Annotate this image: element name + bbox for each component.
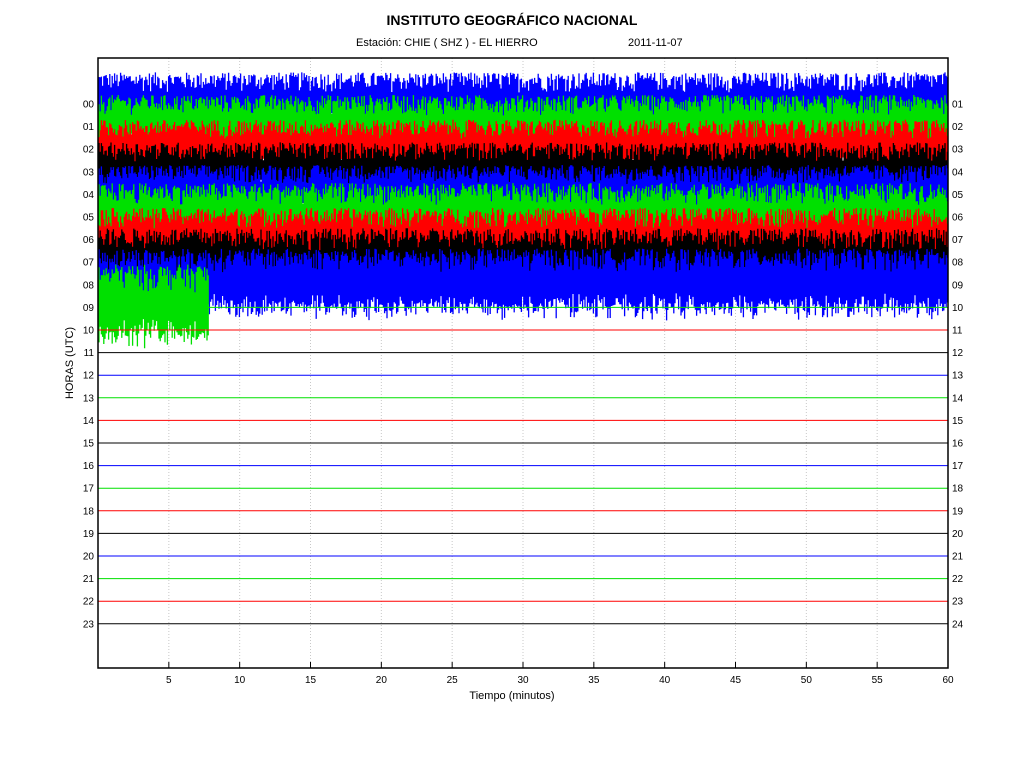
hour-label-right: 13 (952, 371, 964, 382)
x-tick-label: 25 (447, 675, 459, 686)
hour-label-left: 02 (83, 145, 95, 156)
hour-label-left: 13 (83, 393, 95, 404)
x-tick-label: 30 (517, 675, 529, 686)
x-tick-label: 45 (730, 675, 742, 686)
hour-label-left: 15 (83, 439, 95, 450)
x-tick-label: 20 (376, 675, 388, 686)
x-tick-label: 40 (659, 675, 671, 686)
hour-label-right: 12 (952, 348, 964, 359)
x-tick-label: 55 (872, 675, 884, 686)
hour-label-right: 23 (952, 597, 964, 608)
x-axis-label: Tiempo (minutos) (469, 690, 555, 702)
seismic-trace (98, 248, 949, 321)
chart-title: INSTITUTO GEOGRÁFICO NACIONAL (386, 12, 638, 28)
hour-label-left: 03 (83, 167, 95, 178)
hour-label-right: 02 (952, 122, 964, 133)
hour-label-left: 10 (83, 326, 95, 337)
hour-label-left: 16 (83, 461, 95, 472)
hour-label-left: 08 (83, 280, 95, 291)
hour-label-left: 01 (83, 122, 95, 133)
x-tick-label: 35 (588, 675, 600, 686)
x-tick-label: 5 (166, 675, 172, 686)
hour-label-left: 22 (83, 597, 95, 608)
hour-label-left: 05 (83, 213, 95, 224)
hour-label-left: 00 (83, 100, 95, 111)
hour-label-right: 05 (952, 190, 964, 201)
hour-label-right: 20 (952, 529, 964, 540)
hour-label-right: 18 (952, 484, 964, 495)
hour-label-right: 17 (952, 461, 964, 472)
hour-label-right: 15 (952, 416, 964, 427)
hour-label-right: 04 (952, 167, 964, 178)
x-tick-label: 15 (305, 675, 317, 686)
hour-label-right: 03 (952, 145, 964, 156)
hour-label-right: 14 (952, 393, 964, 404)
hour-label-right: 11 (952, 326, 963, 337)
hour-label-left: 06 (83, 235, 95, 246)
hour-label-right: 01 (952, 100, 964, 111)
hour-label-right: 24 (952, 619, 964, 630)
hour-label-right: 21 (952, 552, 964, 563)
hour-label-left: 12 (83, 371, 95, 382)
hour-label-right: 07 (952, 235, 964, 246)
hour-label-left: 11 (84, 348, 95, 359)
hour-label-left: 20 (83, 552, 95, 563)
hour-label-left: 07 (83, 258, 95, 269)
hour-label-right: 19 (952, 506, 964, 517)
hour-label-right: 16 (952, 439, 964, 450)
hour-label-right: 22 (952, 574, 964, 585)
hour-label-left: 17 (83, 484, 95, 495)
hour-label-left: 19 (83, 529, 95, 540)
hour-label-left: 09 (83, 303, 95, 314)
hour-label-right: 08 (952, 258, 964, 269)
hour-label-left: 04 (83, 190, 95, 201)
hour-label-left: 23 (83, 619, 95, 630)
x-tick-label: 60 (942, 675, 954, 686)
date-label: 2011-11-07 (628, 37, 683, 49)
x-tick-label: 50 (801, 675, 813, 686)
station-label: Estación: CHIE ( SHZ ) - EL HIERRO (356, 37, 538, 49)
x-tick-label: 10 (234, 675, 246, 686)
hour-label-left: 18 (83, 506, 95, 517)
hour-label-right: 09 (952, 280, 964, 291)
hour-label-left: 14 (83, 416, 95, 427)
hour-label-right: 06 (952, 213, 964, 224)
hour-label-left: 21 (83, 574, 95, 585)
hour-label-right: 10 (952, 303, 964, 314)
seismic-trace (98, 264, 209, 349)
